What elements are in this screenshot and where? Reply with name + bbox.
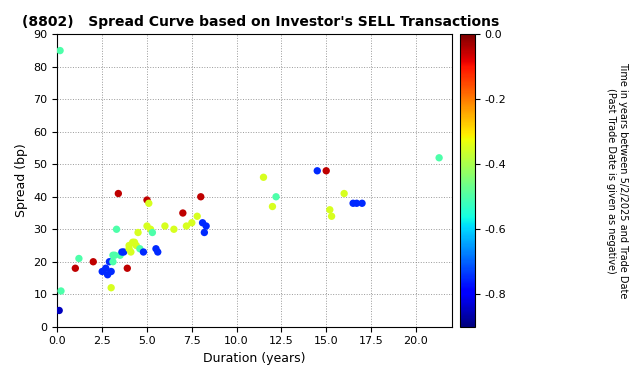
Point [187, 220, 197, 226]
Y-axis label: Time in years between 5/2/2025 and Trade Date
(Past Trade Date is given as negat: Time in years between 5/2/2025 and Trade… [607, 62, 628, 299]
Point [348, 200, 358, 206]
Point [124, 242, 134, 249]
Point [357, 200, 367, 206]
Point [151, 246, 161, 252]
Point [199, 230, 209, 236]
Point [169, 226, 179, 232]
Point [192, 213, 202, 219]
Point [88, 259, 99, 265]
Point [108, 259, 118, 265]
Point [118, 249, 129, 255]
Point [160, 223, 170, 229]
Point [134, 246, 145, 252]
Point [324, 207, 335, 213]
Point [70, 265, 81, 271]
Point [196, 194, 206, 200]
Point [102, 272, 113, 278]
Point [271, 194, 281, 200]
Point [312, 168, 323, 174]
Point [131, 242, 141, 249]
Point [113, 190, 124, 196]
Point [74, 255, 84, 261]
Point [108, 252, 118, 258]
Point [152, 249, 163, 255]
Point [142, 223, 152, 229]
Point [97, 268, 108, 274]
Point [106, 285, 116, 291]
Point [129, 239, 140, 245]
Point [268, 203, 278, 209]
Point [201, 223, 211, 229]
Y-axis label: Spread (bp): Spread (bp) [15, 144, 28, 217]
Point [351, 200, 362, 206]
Point [133, 230, 143, 236]
Point [100, 265, 111, 271]
Point [116, 249, 127, 255]
Point [56, 288, 66, 294]
Point [104, 259, 115, 265]
Point [178, 210, 188, 216]
Point [145, 226, 156, 232]
Point [326, 213, 337, 219]
Point [109, 252, 120, 258]
Point [181, 223, 191, 229]
X-axis label: Duration (years): Duration (years) [204, 352, 306, 365]
Point [106, 268, 116, 274]
Text: (8802)   Spread Curve based on Investor's SELL Transactions: (8802) Spread Curve based on Investor's … [22, 15, 499, 29]
Point [111, 226, 122, 232]
Point [339, 190, 349, 196]
Point [143, 200, 154, 206]
Point [122, 265, 132, 271]
Point [147, 230, 157, 236]
Point [127, 239, 138, 245]
Point [125, 249, 136, 255]
Point [138, 249, 148, 255]
Point [115, 252, 125, 258]
Point [124, 246, 134, 252]
Point [198, 220, 208, 226]
Point [142, 197, 152, 203]
Point [434, 155, 444, 161]
Point [259, 174, 269, 180]
Point [54, 307, 64, 314]
Point [55, 48, 65, 54]
Point [321, 168, 332, 174]
